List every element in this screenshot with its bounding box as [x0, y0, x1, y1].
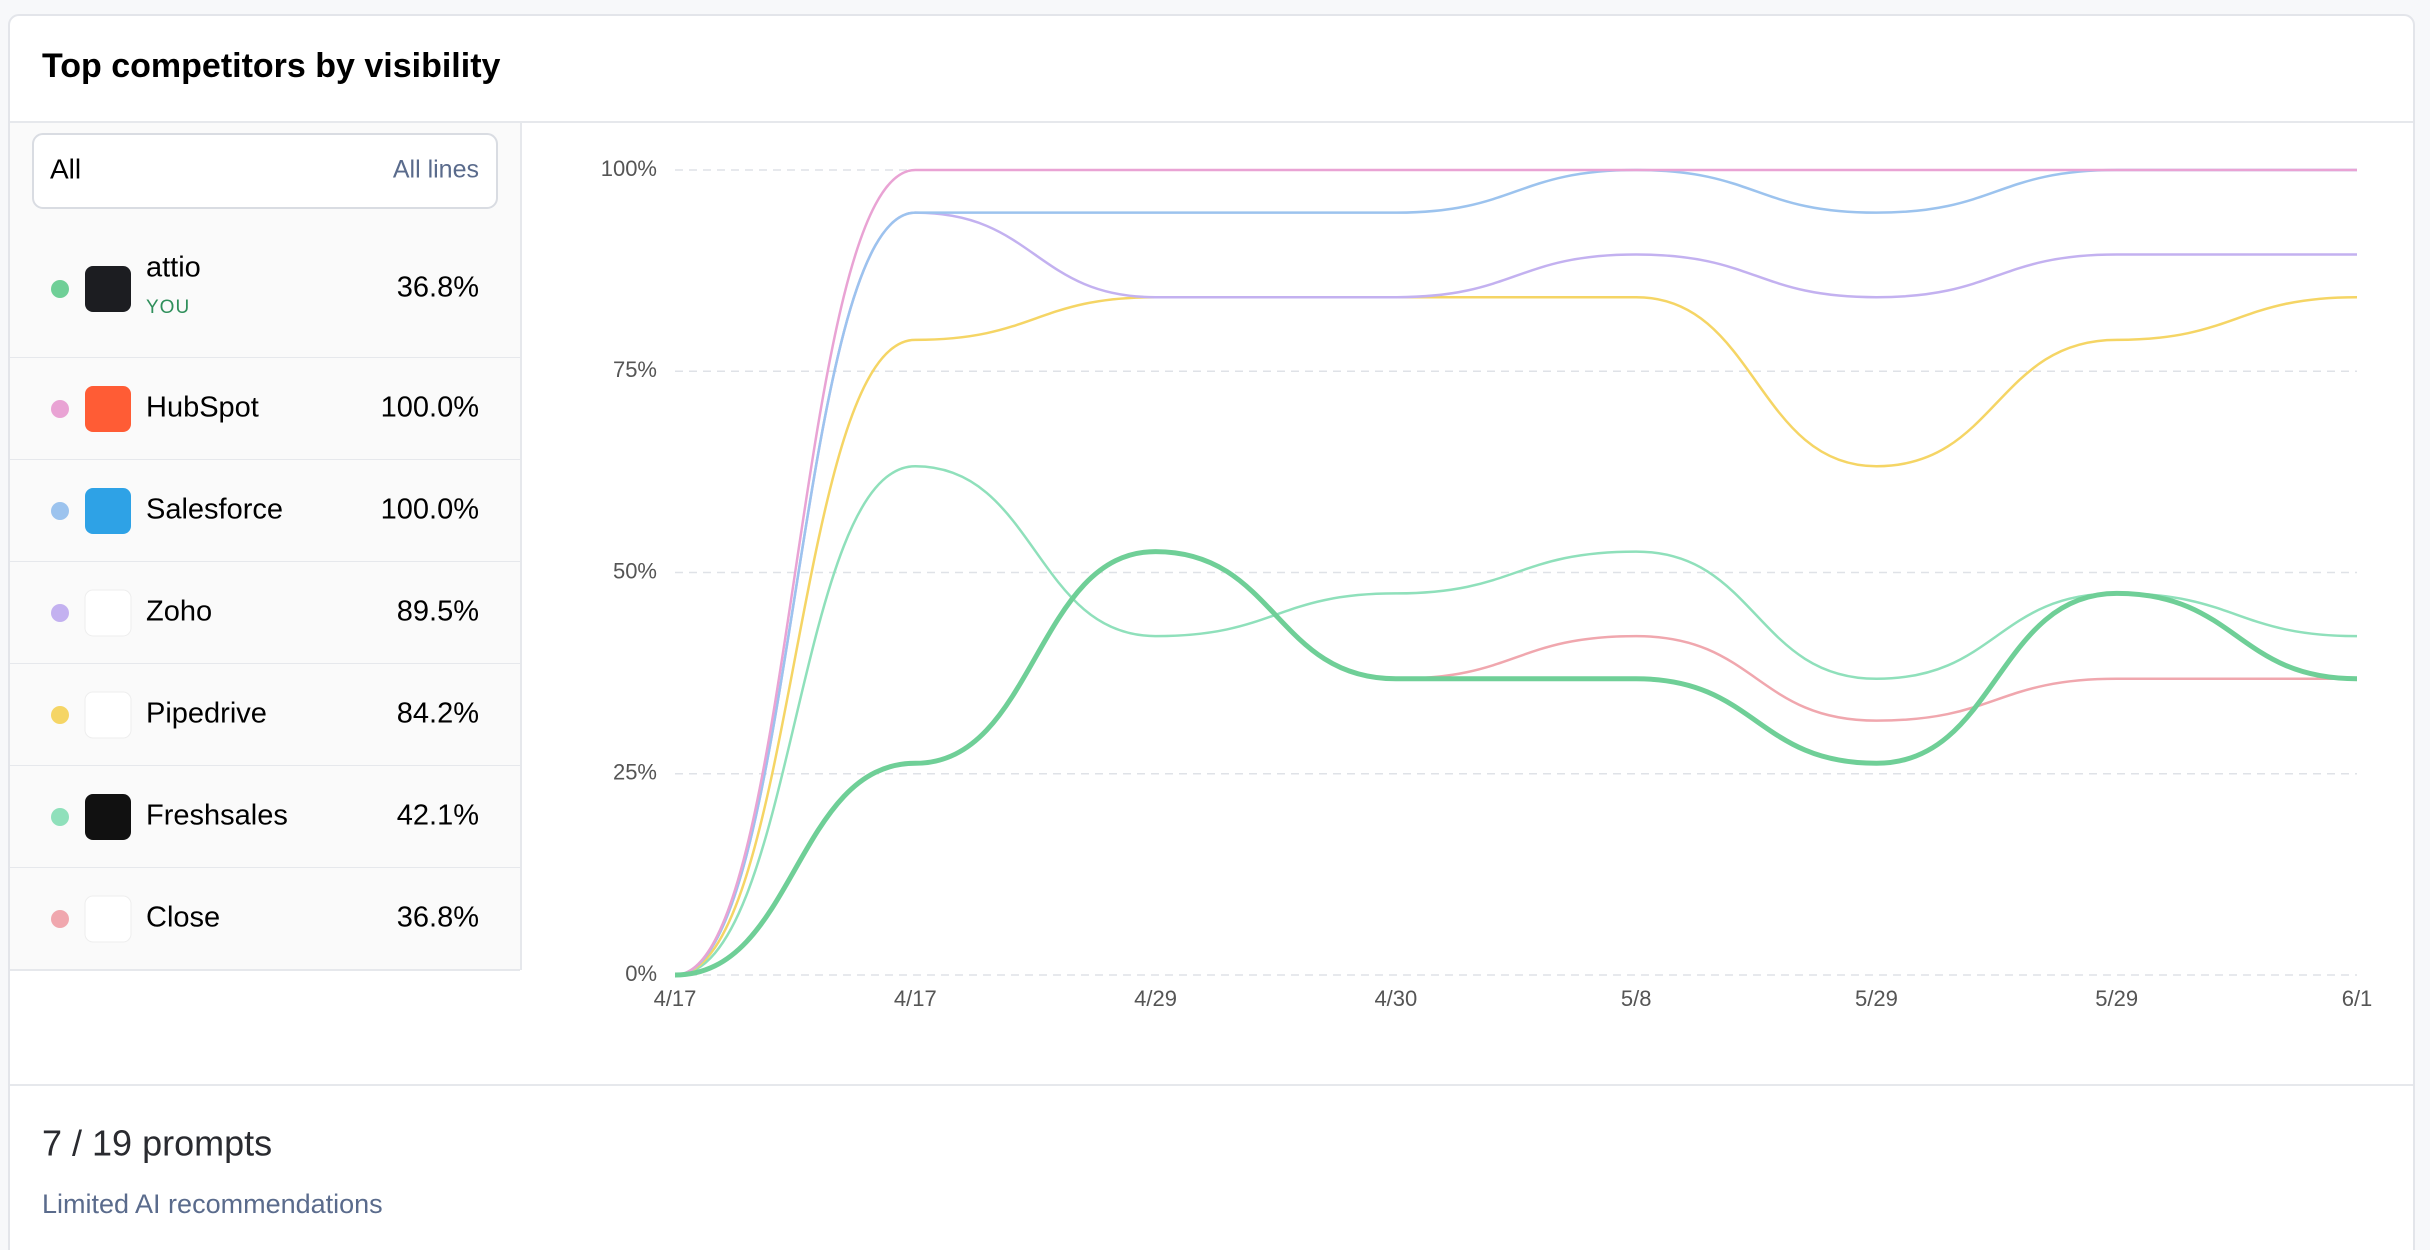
- y-tick-label: 0%: [625, 961, 657, 986]
- series-line: [674, 168, 2357, 977]
- logo: [85, 266, 131, 312]
- footer-note[interactable]: Limited AI recommendations: [42, 1189, 383, 1219]
- y-tick-label: 25%: [613, 760, 657, 785]
- legend-label: Close: [146, 902, 220, 934]
- legend-dot: [51, 280, 69, 298]
- x-tick-label: 4/17: [894, 986, 937, 1011]
- visibility-share: 42.1%: [397, 800, 479, 832]
- card-title: Top competitors by visibility: [42, 47, 501, 85]
- series-line: [674, 168, 2357, 977]
- x-tick-label: 4/29: [1134, 986, 1177, 1011]
- legend-label: attio: [146, 252, 201, 284]
- series-line: [674, 295, 2358, 977]
- visibility-share: 36.8%: [397, 272, 479, 304]
- you-badge: YOU: [146, 297, 190, 318]
- legend-label: Pipedrive: [146, 698, 267, 730]
- visibility-share: 84.2%: [397, 698, 479, 730]
- x-tick-label: 5/29: [2095, 986, 2138, 1011]
- logo: [85, 488, 131, 534]
- legend-dot: [51, 502, 69, 520]
- logo: [84, 895, 132, 943]
- legend-dot: [51, 706, 69, 724]
- x-tick-label: 5/29: [1855, 986, 1898, 1011]
- logo: [84, 691, 132, 739]
- filter-select[interactable]: [32, 133, 498, 209]
- y-tick-label: 75%: [613, 357, 657, 382]
- logo: [85, 794, 131, 840]
- filter-action[interactable]: All lines: [393, 156, 479, 184]
- legend-dot: [51, 604, 69, 622]
- x-tick-label: 6/1: [2342, 986, 2373, 1011]
- prompt-count: 7 / 19 prompts: [42, 1123, 272, 1164]
- legend-dot: [51, 808, 69, 826]
- legend-dot: [51, 910, 69, 928]
- legend-label: Salesforce: [146, 494, 283, 526]
- x-tick-label: 4/30: [1374, 986, 1417, 1011]
- logo: [85, 386, 131, 432]
- series-line: [674, 549, 2358, 978]
- y-tick-label: 100%: [601, 156, 657, 181]
- logo: [84, 589, 132, 637]
- legend-dot: [51, 400, 69, 418]
- y-tick-label: 50%: [613, 558, 657, 583]
- x-tick-label: 4/17: [654, 986, 697, 1011]
- legend-label: Freshsales: [146, 800, 288, 832]
- x-tick-label: 5/8: [1621, 986, 1652, 1011]
- visibility-share: 36.8%: [397, 902, 479, 934]
- visibility-share: 89.5%: [397, 596, 479, 628]
- series-line: [674, 464, 2358, 977]
- visibility-share: 100.0%: [381, 392, 479, 424]
- visibility-share: 100.0%: [381, 494, 479, 526]
- legend-label: HubSpot: [146, 392, 259, 424]
- legend-label: Zoho: [146, 596, 212, 628]
- filter-value[interactable]: All: [50, 153, 81, 184]
